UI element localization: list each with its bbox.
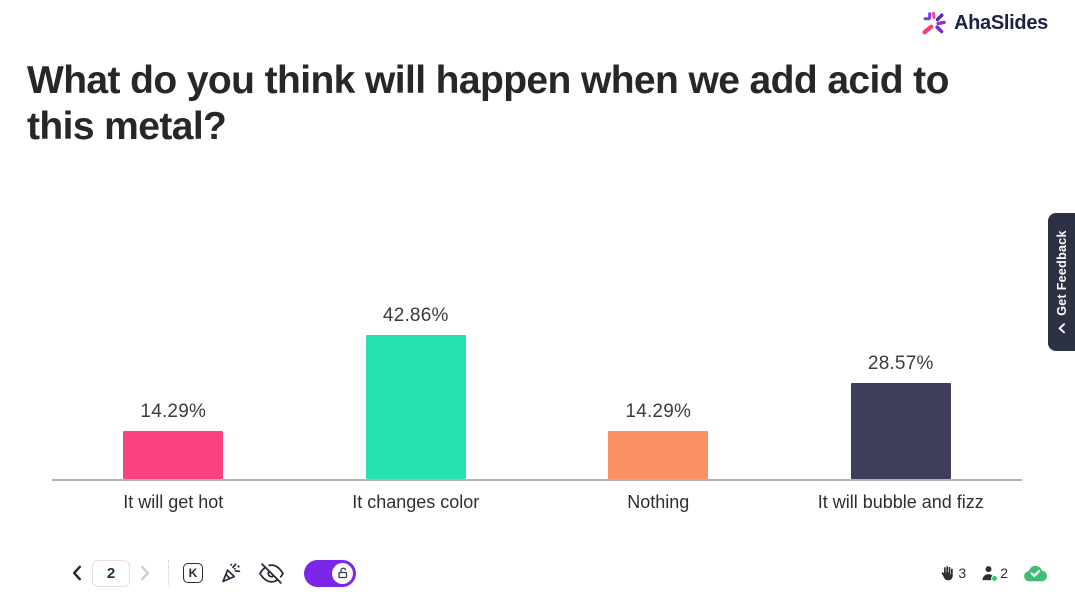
toggle-knob — [332, 562, 353, 584]
bar-value-label: 42.86% — [382, 305, 449, 326]
slide-number-input[interactable]: 2 — [92, 559, 130, 587]
bar — [850, 383, 951, 479]
lock-slide-toggle[interactable] — [304, 559, 356, 587]
bar-category-label: Nothing — [627, 492, 690, 512]
bar-category-label: It changes color — [352, 492, 480, 512]
raised-hand-icon — [942, 565, 954, 580]
get-feedback-label: Get Feedback — [1054, 230, 1069, 316]
x-axis-line — [52, 479, 1022, 481]
keyboard-shortcuts-button[interactable]: K — [183, 563, 203, 583]
ahaslides-logo: AhaSlides — [921, 10, 1048, 36]
bar-category-label: It will bubble and fizz — [817, 492, 984, 512]
bottom-toolbar: 2 K — [0, 552, 1075, 600]
bar — [365, 335, 466, 479]
raised-hands-count: 3 — [958, 565, 967, 581]
bar-value-label: 28.57% — [867, 353, 934, 375]
category-labels-row: It will get hot It changes color Nothing It… — [52, 481, 1022, 513]
bar-column: 42.86% — [295, 299, 538, 479]
bar-category-label: It will get hot — [123, 492, 224, 512]
bar-value-label: 14.29% — [140, 401, 207, 422]
bar-column: 28.57% — [780, 299, 1023, 479]
hide-results-eye-off-icon[interactable] — [259, 561, 284, 586]
raised-hands-counter[interactable]: 3 — [938, 564, 966, 583]
menu-icon[interactable] — [30, 565, 52, 582]
bar — [608, 431, 709, 479]
slide-navigation: 2 — [70, 559, 152, 587]
ahaslides-logo-icon — [922, 11, 946, 35]
cloud-saved-icon — [1024, 565, 1048, 582]
bar-value-label: 14.29% — [625, 401, 692, 422]
previous-slide-button[interactable] — [70, 564, 84, 582]
get-feedback-tab[interactable]: Get Feedback — [1048, 213, 1075, 351]
participants-counter[interactable]: 2 — [980, 564, 1008, 582]
online-status-dot — [991, 575, 999, 582]
bars-row: 14.29% 42.86% 14.29% 28.57% — [52, 299, 1022, 479]
confetti-icon[interactable] — [219, 561, 243, 585]
bar — [123, 431, 224, 479]
bar-chart: 14.29% 42.86% 14.29% 28.57% It will get hot… — [52, 299, 1022, 513]
brand-name: AhaSlides — [954, 11, 1048, 34]
toolbar-divider — [168, 560, 169, 586]
audience-status: 3 2 — [938, 562, 1049, 584]
chevron-expand-icon — [1058, 323, 1065, 334]
bar-column: 14.29% — [537, 299, 780, 479]
slide-title: What do you think will happen when we ad… — [27, 59, 949, 149]
next-slide-button[interactable] — [138, 564, 152, 582]
unlock-icon — [337, 567, 347, 579]
participants-count: 2 — [1000, 565, 1008, 581]
toolbar-tools: K — [183, 561, 284, 586]
bar-column: 14.29% — [52, 299, 295, 479]
